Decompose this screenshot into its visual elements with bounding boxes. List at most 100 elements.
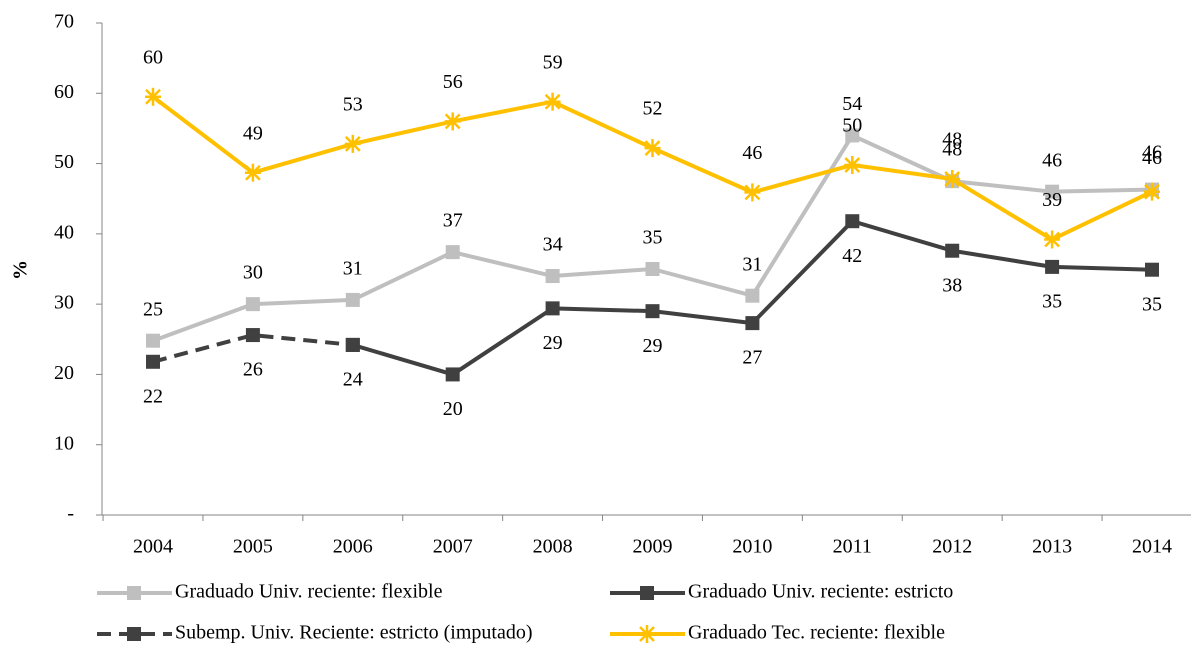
data-label: 48: [942, 139, 962, 161]
data-label: 48: [942, 129, 962, 151]
data-point: [245, 328, 260, 343]
data-point: [644, 139, 661, 158]
data-point: [645, 262, 660, 276]
data-label: 35: [1142, 293, 1162, 315]
legend-marker: [640, 586, 654, 600]
data-label: 35: [643, 227, 663, 249]
data-label: 50: [842, 115, 862, 137]
x-tick-label: 2009: [633, 536, 673, 558]
y-tick-label: 40: [54, 221, 74, 243]
marker-stroke: [1044, 231, 1060, 248]
data-label: 24: [343, 369, 363, 391]
data-point: [245, 297, 260, 312]
legend-label: Graduado Univ. reciente: estricto: [688, 581, 953, 603]
data-point: [545, 301, 560, 316]
y-axis-label: %: [10, 260, 32, 280]
data-point: [745, 316, 760, 331]
data-point: [845, 214, 860, 229]
marker-stroke: [744, 184, 761, 201]
data-point: [844, 155, 861, 174]
data-label: 59: [543, 51, 563, 73]
data-point: [146, 333, 160, 348]
x-tick-label: 2010: [732, 536, 772, 558]
data-point: [745, 288, 760, 303]
data-point: [845, 128, 860, 143]
series-line: [152, 333, 353, 364]
data-label: 42: [842, 245, 862, 267]
x-tick-label: 2008: [533, 536, 573, 558]
marker-stroke: [1144, 183, 1160, 200]
marker-stroke: [944, 171, 961, 187]
legend-label: Subemp. Univ. Reciente: estricto (imputa…: [175, 622, 533, 644]
data-label: 46: [1142, 147, 1162, 169]
marker-stroke: [639, 626, 655, 642]
marker-stroke: [245, 164, 261, 181]
marker-stroke: [844, 157, 861, 173]
x-tick-label: 2004: [133, 536, 173, 558]
data-point: [645, 304, 660, 319]
data-point: [1044, 230, 1061, 249]
data-label: 52: [643, 98, 663, 120]
data-point: [445, 245, 460, 260]
y-tick-label: 50: [54, 151, 74, 173]
data-point: [444, 112, 461, 131]
data-label: 54: [842, 93, 862, 115]
data-point: [545, 269, 560, 284]
x-tick-label: 2007: [433, 536, 473, 558]
data-label: 25: [143, 298, 163, 320]
data-point: [345, 337, 360, 352]
y-tick-label: 20: [54, 362, 74, 384]
data-point: [945, 243, 960, 258]
legend-marker: [127, 627, 141, 641]
marker-stroke: [145, 88, 161, 105]
data-label: 49: [243, 122, 263, 144]
marker-stroke: [644, 140, 661, 156]
data-label: 39: [1042, 189, 1062, 211]
data-point: [1144, 182, 1160, 201]
data-label: 20: [443, 398, 463, 420]
data-label: 46: [1042, 149, 1062, 171]
legend-label: Graduado Tec. reciente: flexible: [688, 622, 945, 644]
y-tick-label: -: [67, 503, 74, 525]
x-tick-label: 2014: [1132, 536, 1172, 558]
data-point: [1045, 184, 1060, 199]
data-point: [544, 92, 561, 111]
data-label: 60: [143, 46, 163, 68]
data-label: 31: [343, 258, 363, 280]
data-label: 27: [742, 347, 762, 369]
data-point: [146, 354, 160, 369]
data-label: 29: [643, 335, 663, 357]
data-point: [445, 367, 460, 382]
data-label: 35: [1042, 290, 1062, 312]
x-tick-label: 2006: [333, 536, 373, 558]
marker-stroke: [444, 113, 461, 130]
data-point: [944, 170, 961, 189]
data-label: 56: [443, 71, 463, 93]
data-label: 37: [443, 210, 463, 232]
data-point: [1045, 259, 1060, 274]
data-point: [344, 134, 361, 153]
y-tick-label: 70: [54, 11, 74, 33]
data-label: 30: [243, 262, 263, 284]
data-label: 22: [143, 385, 163, 407]
data-label: 34: [543, 234, 563, 256]
x-tick-label: 2012: [932, 536, 972, 558]
y-tick-label: 30: [54, 292, 74, 314]
legend-marker: [127, 586, 141, 600]
marker-stroke: [544, 93, 561, 110]
x-tick-label: 2013: [1032, 536, 1072, 558]
data-label: 46: [742, 142, 762, 164]
data-point: [244, 163, 261, 182]
data-point: [145, 87, 161, 106]
data-point: [345, 292, 360, 307]
legend-label: Graduado Univ. reciente: flexible: [175, 581, 443, 603]
y-tick-label: 10: [54, 432, 74, 454]
data-label: 26: [243, 359, 263, 381]
data-point: [744, 183, 761, 202]
legend-marker: [639, 625, 655, 643]
data-label: 46: [1142, 141, 1162, 163]
marker-stroke: [344, 136, 361, 152]
data-label: 31: [742, 253, 762, 275]
data-label: 38: [942, 274, 962, 296]
data-label: 29: [543, 332, 563, 354]
